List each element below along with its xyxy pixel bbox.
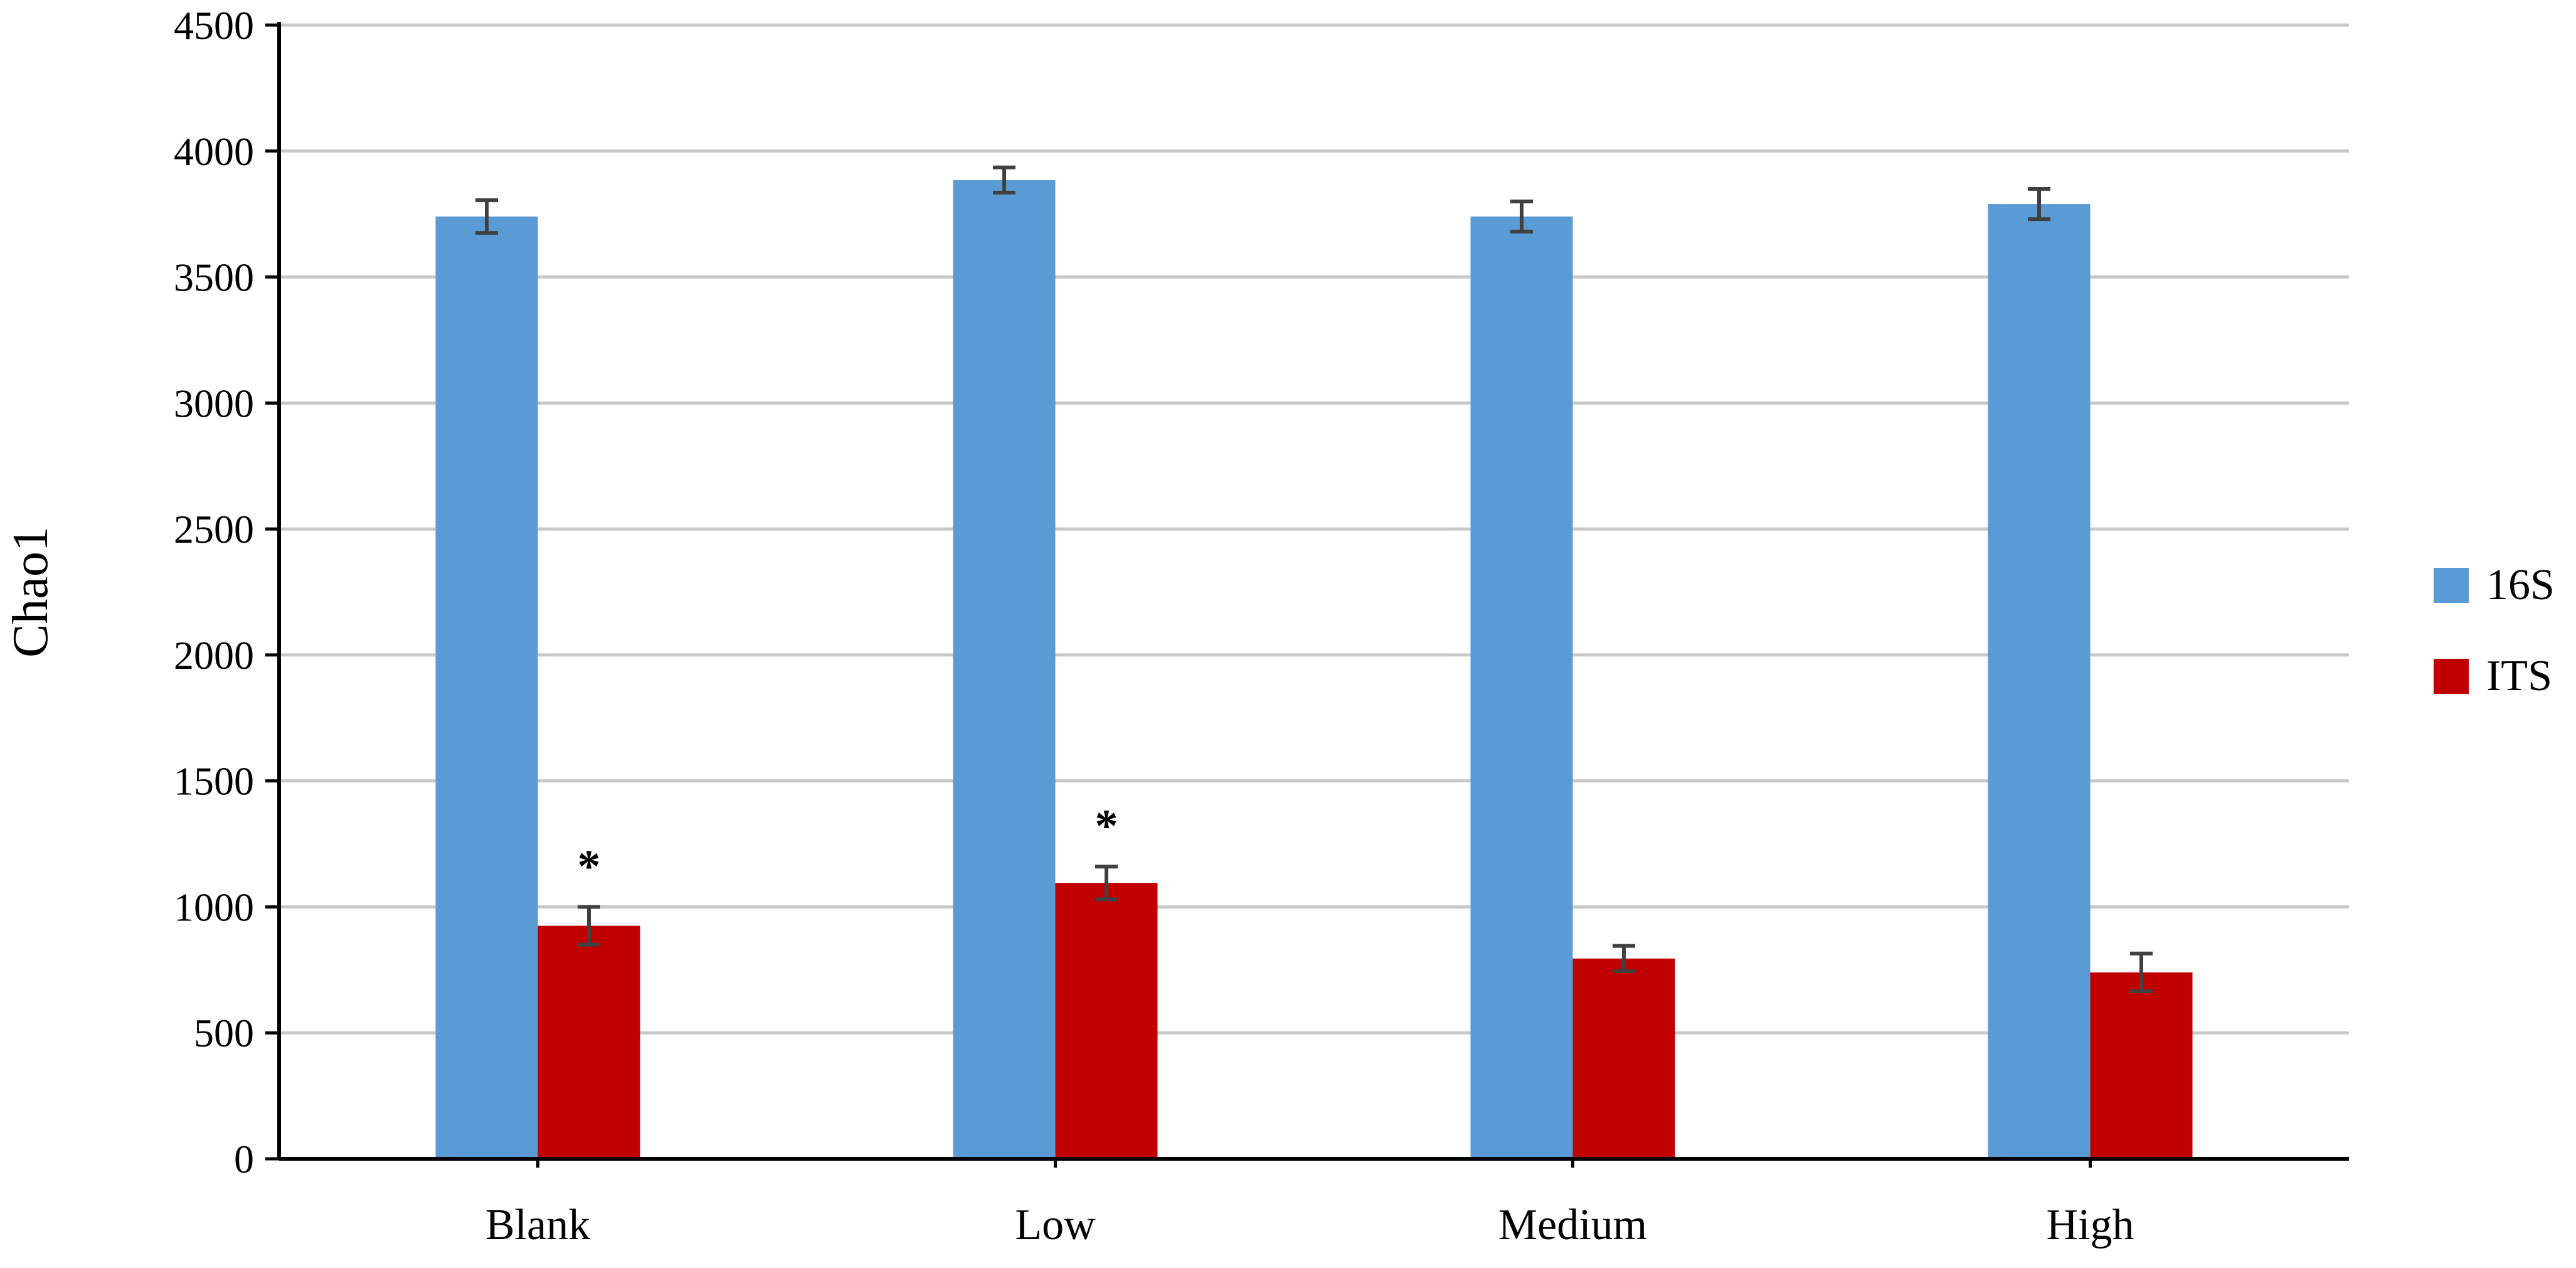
x-tick-label: Blank <box>485 1201 590 1249</box>
gridlines <box>279 23 2349 1035</box>
significance-annotations: ** <box>578 801 1118 892</box>
legend-swatch-its <box>2434 659 2469 694</box>
x-tick-label: Medium <box>1498 1201 1647 1249</box>
y-tick-label: 1000 <box>174 885 254 929</box>
y-tick-labels: 0 500 1000 1500 2000 2500 3000 3500 4000 4500 <box>174 3 279 1181</box>
y-tick-label: 1500 <box>174 759 254 804</box>
x-tick-labels: Blank Low Medium High <box>485 1159 2134 1249</box>
legend-swatch-16s <box>2434 568 2469 603</box>
y-tick-label: 3000 <box>174 381 254 425</box>
bar-its-medium <box>1572 958 1675 1159</box>
y-tick-label: 500 <box>194 1011 254 1055</box>
bar-16s-medium <box>1470 216 1573 1159</box>
legend-label-its: ITS <box>2486 652 2552 700</box>
y-tick-label: 0 <box>234 1137 254 1181</box>
y-tick-label: 2000 <box>174 633 254 678</box>
significance-asterisk: * <box>1095 801 1118 852</box>
legend: 16S ITS <box>2434 561 2555 700</box>
y-tick-label: 2500 <box>174 507 254 551</box>
x-tick-label: Low <box>1015 1201 1096 1249</box>
x-tick-label: High <box>2047 1201 2134 1249</box>
legend-label-16s: 16S <box>2486 561 2555 609</box>
bar-its-high <box>2090 972 2193 1159</box>
bar-16s-high <box>1988 204 2091 1159</box>
y-tick-label: 4000 <box>174 129 254 174</box>
bars <box>435 179 2193 1159</box>
bar-its-blank <box>538 925 640 1159</box>
axes <box>277 22 2349 1161</box>
bar-16s-blank <box>435 216 538 1159</box>
significance-asterisk: * <box>578 841 601 892</box>
bar-its-low <box>1055 883 1158 1159</box>
error-bars <box>475 165 2153 993</box>
y-tick-label: 3500 <box>174 255 254 300</box>
bar-16s-low <box>953 179 1056 1159</box>
y-axis-title: Chao1 <box>3 526 58 658</box>
y-tick-label: 4500 <box>174 3 254 48</box>
